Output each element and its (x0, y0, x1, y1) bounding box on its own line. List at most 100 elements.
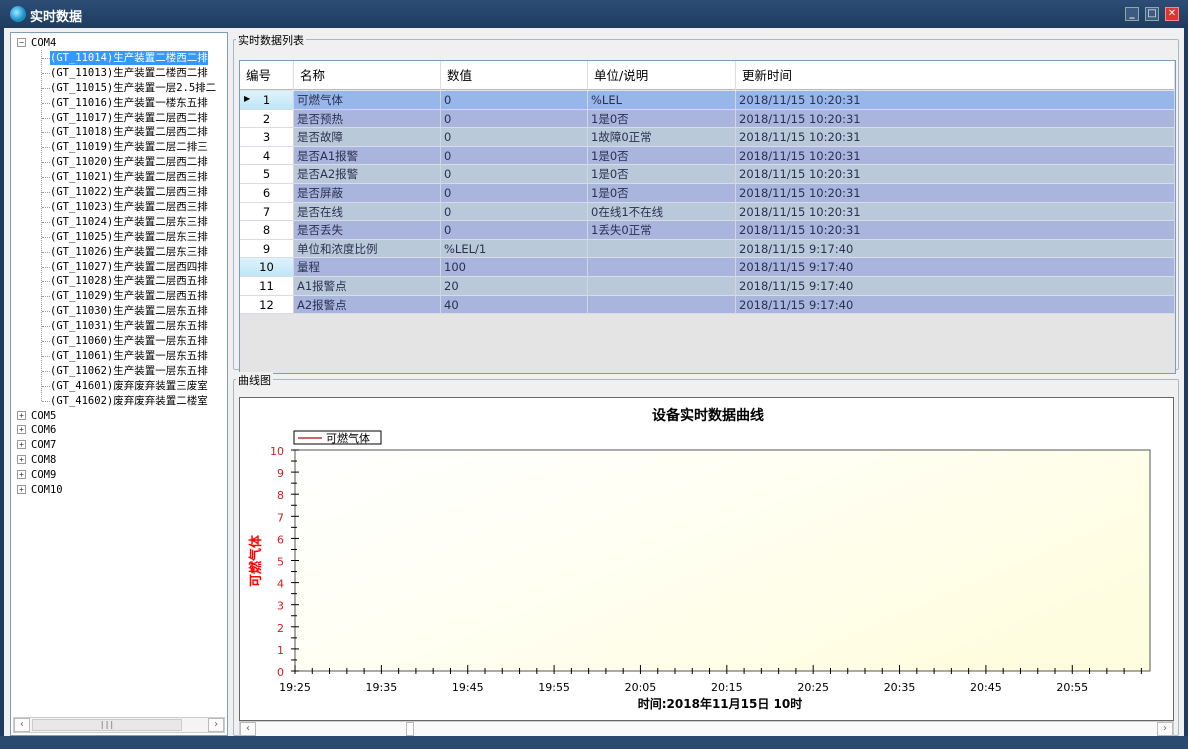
table-row[interactable]: 3 是否故障 0 1故障0正常 2018/11/15 10:20:31 (240, 128, 1175, 147)
column-header[interactable]: 更新时间 (736, 61, 1175, 90)
tree-node-device[interactable]: (GT_11061)生产装置一层东五排 (50, 349, 208, 362)
table-row[interactable]: 7 是否在线 0 0在线1不在线 2018/11/15 10:20:31 (240, 202, 1175, 222)
scroll-right-button[interactable]: › (1157, 722, 1173, 736)
tree-node-device[interactable]: (GT_11022)生产装置二层西三排 (50, 186, 208, 198)
tree-node-device[interactable]: (GT_11021)生产装置二层西三排 (50, 171, 208, 184)
tree-node-device[interactable]: (GT_41602)废弃废弃装置二楼室 (50, 394, 208, 407)
expand-icon[interactable]: + (17, 470, 26, 480)
table-row[interactable]: 8 是否丢失 0 1丢失0正常 2018/11/15 10:20:31 (240, 221, 1175, 240)
tree-horizontal-scrollbar[interactable]: ‹ ||| › (13, 717, 225, 733)
table-cell: 1故障0正常 (588, 128, 736, 147)
table-cell: %LEL/1 (441, 239, 588, 259)
row-number: 8 (240, 221, 294, 240)
tree-node-device[interactable]: (GT_11031)生产装置二层东五排 (50, 320, 208, 333)
scroll-left-button[interactable]: ‹ (240, 722, 256, 736)
tree-node-com6[interactable]: COM6 (31, 424, 57, 437)
tree-node-com10[interactable]: COM10 (31, 484, 63, 496)
scroll-left-button[interactable]: ‹ (14, 718, 30, 732)
table-row[interactable]: 1 可燃气体 0 %LEL 2018/11/15 10:20:31 ▶ (240, 91, 1175, 110)
column-header[interactable]: 单位/说明 (588, 61, 736, 90)
row-number: 7 (240, 202, 294, 222)
table-cell: 0 (441, 202, 588, 222)
x-tick-label: 20:15 (711, 681, 743, 694)
chart-group: 曲线图 设备实时数据曲线 可燃气体 0 1 2 3 4 5 6 7 8 9 10 19:25 19:35 19… (233, 372, 1179, 737)
tree-node-com4[interactable]: COM4 (31, 37, 57, 49)
tree-node-com5[interactable]: COM5 (31, 409, 57, 422)
tree-node-device[interactable]: (GT_11026)生产装置二层东三排 (50, 245, 208, 258)
tree-node-device[interactable]: (GT_11024)生产装置二层东三排 (50, 215, 208, 228)
tree-node-com9[interactable]: COM9 (31, 469, 57, 482)
tree-node-device[interactable]: (GT_11060)生产装置一层东五排 (50, 335, 208, 347)
table-row[interactable]: 6 是否屏蔽 0 1是0否 2018/11/15 10:20:31 (240, 184, 1175, 203)
tree-node-device[interactable]: (GT_11015)生产装置一层2.5排二 (50, 81, 217, 94)
collapse-icon[interactable]: − (17, 38, 26, 47)
expand-icon[interactable]: + (17, 485, 26, 494)
table-row[interactable]: 9 单位和浓度比例 %LEL/1 2018/11/15 9:17:40 (240, 239, 1175, 259)
table-row[interactable]: 11 A1报警点 20 2018/11/15 9:17:40 (240, 277, 1175, 296)
chart-horizontal-scrollbar[interactable]: ‹ › (239, 721, 1174, 737)
tree-node-device[interactable]: (GT_11016)生产装置一楼东五排 (50, 96, 208, 109)
expand-icon[interactable]: + (17, 425, 26, 435)
table-cell: 0在线1不在线 (588, 202, 736, 222)
column-header[interactable]: 数值 (441, 61, 588, 90)
y-tick-label: 7 (277, 511, 284, 524)
app-logo-icon (10, 6, 26, 22)
tree-node-device[interactable]: (GT_11025)生产装置二层东三排 (50, 230, 208, 243)
tree-node-device[interactable]: (GT_11020)生产装置二层西二排 (50, 156, 208, 169)
tree-node-device[interactable]: (GT_41601)废弃废弃装置三废室 (50, 379, 208, 392)
table-row[interactable]: 12 A2报警点 40 2018/11/15 9:17:40 (240, 295, 1175, 315)
expand-icon[interactable]: + (17, 440, 26, 450)
x-tick-label: 19:55 (538, 681, 570, 694)
table-cell: 0 (441, 128, 588, 147)
tree-line (42, 266, 50, 268)
table-cell: 40 (441, 295, 588, 315)
tree-node-device[interactable]: (GT_11029)生产装置二层西五排 (50, 290, 208, 303)
tree-node-device[interactable]: (GT_11017)生产装置二层西二排 (50, 111, 208, 124)
tree-line (42, 221, 50, 223)
tree-node-device[interactable]: (GT_11028)生产装置二层西五排 (50, 275, 208, 288)
table-row[interactable]: 4 是否A1报警 0 1是0否 2018/11/15 10:20:31 (240, 146, 1175, 166)
maximize-button[interactable]: □ (1145, 7, 1159, 21)
table-cell: 1丢失0正常 (588, 221, 736, 240)
table-cell: 2018/11/15 10:20:31 (736, 202, 1175, 222)
scroll-thumb[interactable] (406, 722, 414, 736)
tree-node-device[interactable]: (GT_11030)生产装置二层东五排 (50, 305, 208, 318)
row-number: 12 (240, 295, 294, 315)
expand-icon[interactable]: + (17, 410, 26, 420)
tree-line (42, 147, 50, 149)
table-row[interactable]: 5 是否A2报警 0 1是0否 2018/11/15 10:20:31 (240, 165, 1175, 184)
tree-node-device[interactable]: (GT_11013)生产装置二楼西二排 (50, 66, 208, 79)
minimize-button[interactable]: _ (1125, 7, 1139, 21)
table-row[interactable]: 2 是否预热 0 1是0否 2018/11/15 10:20:31 (240, 109, 1175, 129)
table-cell: 是否在线 (294, 202, 441, 222)
table-cell: A1报警点 (294, 277, 441, 296)
window-title: 实时数据 (30, 10, 83, 25)
column-header[interactable]: 编号 (240, 61, 294, 90)
device-tree[interactable]: ‹ ||| › − COM4 (GT_11014)生产装置二楼西二排 (GT_1101… (10, 32, 228, 736)
data-grid[interactable]: 编号 名称 数值 单位/说明 更新时间 1 可燃气体 0 %LEL 2018/11/15 10:… (239, 60, 1176, 374)
scroll-right-button[interactable]: › (208, 718, 224, 732)
tree-node-device[interactable]: (GT_11019)生产装置二层二排三 (50, 141, 208, 154)
row-number: 11 (240, 277, 294, 296)
table-cell: 2018/11/15 10:20:31 (736, 165, 1175, 184)
table-cell (588, 295, 736, 315)
tree-node-device[interactable]: (GT_11062)生产装置一层东五排 (50, 364, 208, 377)
tree-node-device[interactable]: (GT_11027)生产装置二层西四排 (50, 260, 208, 273)
column-header[interactable]: 名称 (294, 61, 441, 90)
expand-icon[interactable]: + (17, 455, 26, 465)
close-button[interactable]: ✕ (1165, 7, 1179, 21)
tree-line (42, 341, 50, 342)
table-cell: 2018/11/15 10:20:31 (736, 184, 1175, 203)
tree-node-device[interactable]: (GT_11023)生产装置二层西三排 (50, 200, 208, 213)
scroll-thumb[interactable]: ||| (32, 719, 182, 731)
y-tick-label: 3 (277, 600, 284, 613)
tree-node-device[interactable]: (GT_11014)生产装置二楼西二排 (50, 50, 208, 65)
tree-node-com8[interactable]: COM8 (31, 454, 57, 467)
y-tick-label: 5 (277, 556, 284, 569)
table-row[interactable]: 10 量程 100 2018/11/15 9:17:40 (240, 258, 1175, 277)
tree-node-com7[interactable]: COM7 (31, 439, 57, 452)
legend-label: 可燃气体 (326, 431, 370, 445)
table-cell: %LEL (588, 91, 736, 110)
tree-line (42, 400, 50, 402)
tree-node-device[interactable]: (GT_11018)生产装置二层西二排 (50, 126, 208, 139)
